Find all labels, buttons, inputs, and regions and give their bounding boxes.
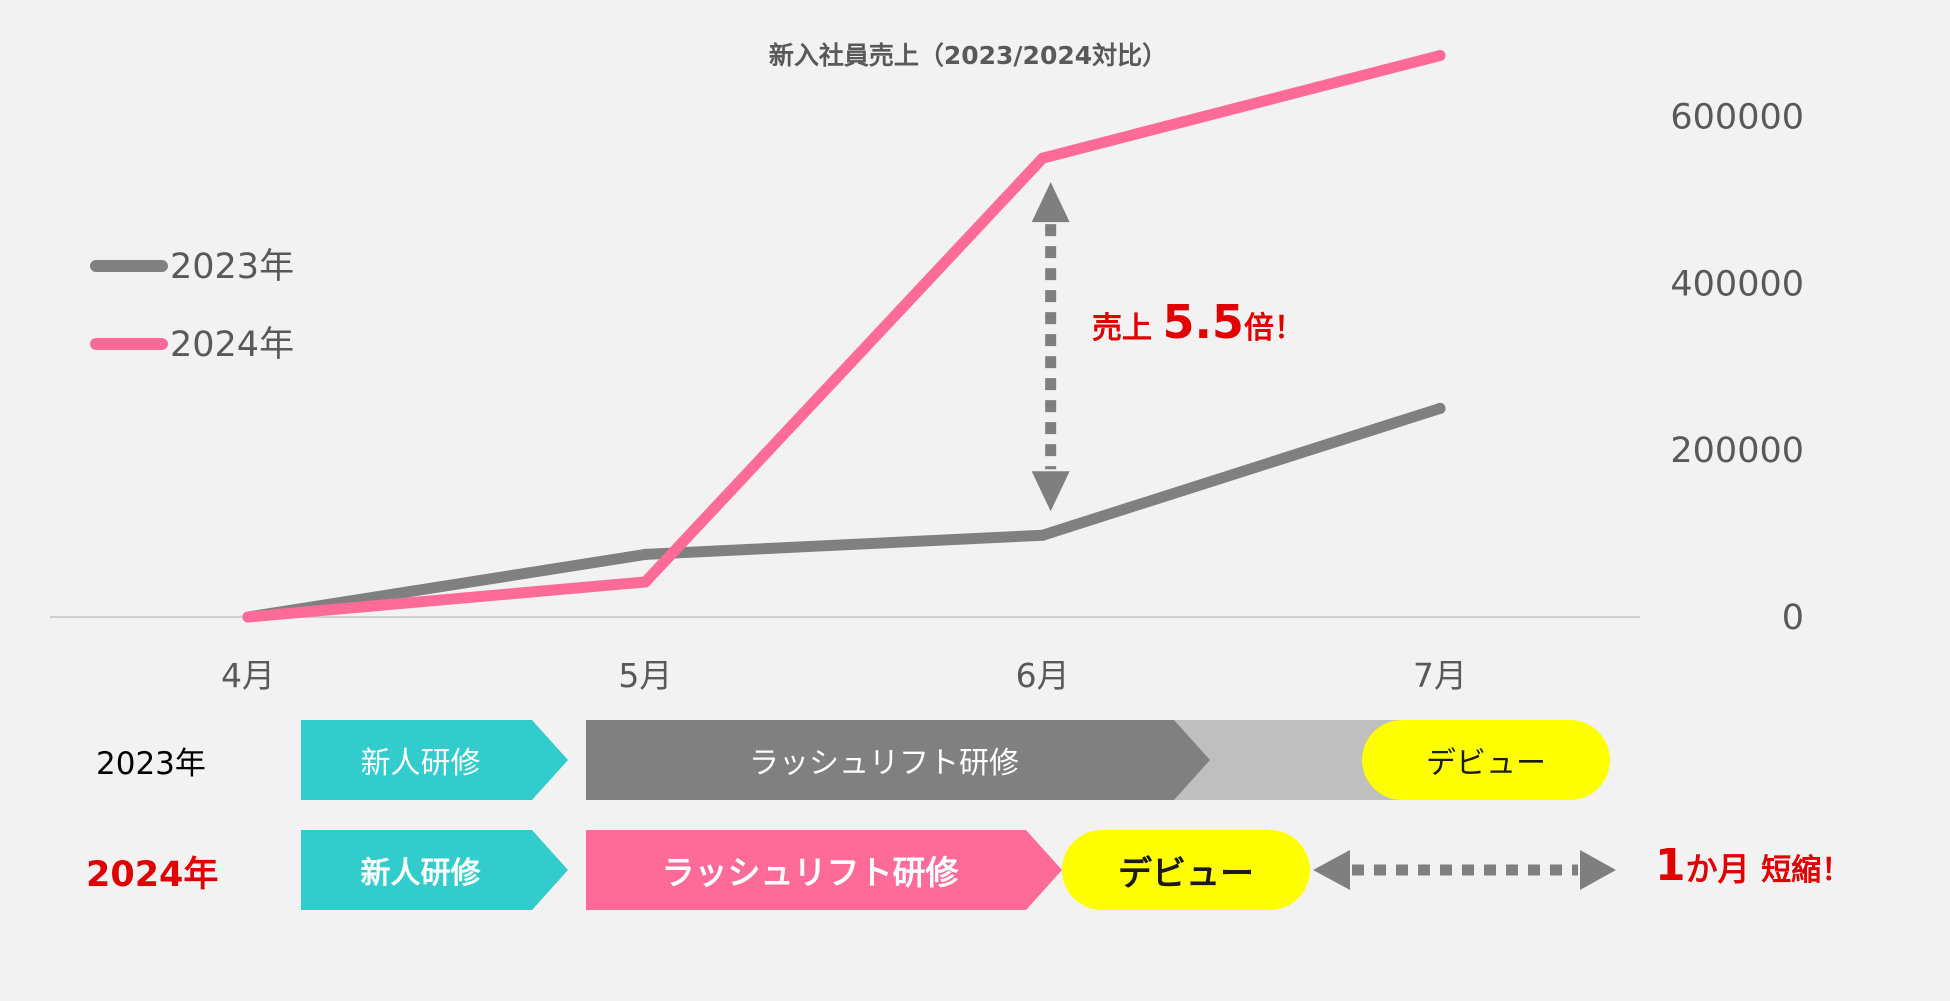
series-line-2024年: [242, 50, 1446, 623]
legend-label: 2023年: [170, 247, 294, 287]
step-2023-debut: デビュー: [1362, 720, 1610, 800]
chart-title: 新入社員売上（2023/2024対比）: [769, 41, 1167, 70]
timeline-row-label-2024: 2024年: [86, 855, 219, 895]
x-tick-label: 4月: [221, 656, 275, 695]
annotation-suffix: 倍！: [1244, 311, 1304, 346]
plot-area: [242, 50, 1446, 623]
legend-label: 2024年: [170, 325, 294, 365]
x-tick-label: 5月: [618, 656, 672, 695]
step-2024-rushlift-training: ラッシュリフト研修: [586, 830, 1062, 910]
annotation-text: 売上 5.5倍！: [1092, 295, 1304, 349]
arrow-down-head: [1031, 471, 1070, 512]
annotation-prefix: 売上: [1092, 311, 1162, 346]
x-axis: 4月 5月 6月 7月: [221, 656, 1467, 695]
arrow-left-head: [1313, 850, 1350, 890]
data-point: [639, 548, 651, 560]
shortening-unit: か月: [1685, 850, 1750, 888]
timeline-row-label-2023: 2023年: [96, 746, 206, 782]
y-tick-label: 200000: [1670, 431, 1804, 471]
shortening-number: 1: [1655, 840, 1686, 891]
step-2023-rushlift-training: ラッシュリフト研修: [586, 720, 1210, 800]
data-point: [1037, 152, 1049, 164]
y-tick-label: 600000: [1670, 97, 1804, 137]
step-label: 新人研修: [360, 856, 481, 891]
annotation: 売上 5.5倍！: [1031, 182, 1304, 512]
data-point: [1434, 402, 1446, 414]
data-point: [1434, 50, 1446, 62]
step-label: ラッシュリフト研修: [749, 746, 1019, 781]
annotation-value: 5.5: [1162, 295, 1244, 349]
x-tick-label: 6月: [1016, 656, 1070, 695]
shortening-word: 短縮！: [1761, 853, 1852, 888]
step-2023-new-employee-training: 新人研修: [301, 720, 568, 800]
arrow-up-head: [1031, 182, 1070, 223]
shortening-label: 1か月 短縮！: [1655, 840, 1851, 891]
step-label: 新人研修: [360, 746, 481, 781]
data-point: [1037, 529, 1049, 541]
step-2024-new-employee-training: 新人研修: [301, 830, 568, 910]
step-label: ラッシュリフト研修: [661, 853, 959, 892]
arrow-right-head: [1580, 850, 1616, 890]
y-tick-label: 0: [1782, 598, 1804, 638]
data-point: [639, 576, 651, 588]
step-label: デビュー: [1426, 746, 1546, 781]
legend: 2023年 2024年: [90, 247, 294, 365]
step-2024-debut: デビュー: [1062, 830, 1310, 910]
series-line-2023年: [242, 402, 1446, 623]
x-tick-label: 7月: [1413, 656, 1467, 695]
shortening-arrow: [1313, 850, 1616, 890]
data-point: [242, 611, 254, 623]
y-axis: 0 200000 400000 600000: [1670, 97, 1804, 638]
step-label: デビュー: [1118, 853, 1254, 894]
y-tick-label: 400000: [1670, 264, 1804, 304]
